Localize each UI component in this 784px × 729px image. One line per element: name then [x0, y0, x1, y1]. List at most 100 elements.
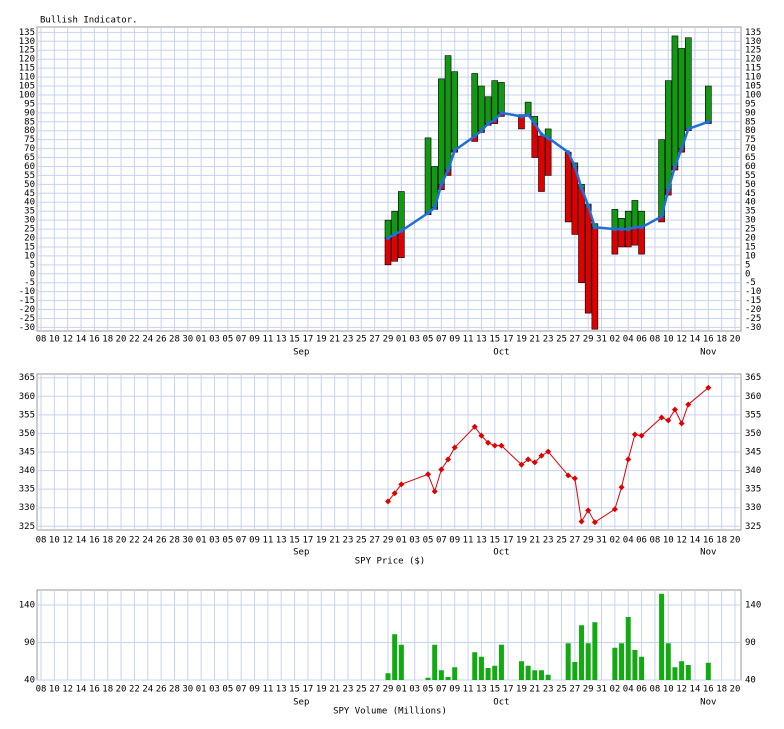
x-tick-label: 09	[249, 685, 260, 695]
y-tick-label: 345	[19, 448, 35, 458]
price-point	[678, 420, 685, 427]
y-tick-label: 20	[745, 234, 756, 244]
x-tick-label: 25	[356, 685, 367, 695]
x-tick-label: 06	[636, 335, 647, 345]
price-line	[387, 387, 709, 523]
indicator-point	[452, 148, 457, 153]
y-tick-label: 90	[24, 108, 35, 118]
x-tick-label: 07	[236, 335, 247, 345]
x-tick-label: 16	[703, 685, 714, 695]
y-tick-label: 50	[745, 180, 756, 190]
month-label: Sep	[293, 348, 309, 358]
x-tick-label: 23	[543, 335, 554, 345]
price-point	[471, 423, 478, 430]
month-label: Oct	[493, 548, 509, 558]
x-tick-label: 11	[262, 335, 273, 345]
up-bar	[444, 55, 452, 171]
x-tick-label: 13	[476, 685, 487, 695]
y-tick-label: -10	[19, 287, 35, 297]
x-tick-label: 19	[316, 685, 327, 695]
x-tick-label: 17	[503, 335, 514, 345]
x-tick-label: 21	[329, 536, 340, 546]
x-tick-label: 11	[463, 685, 474, 695]
x-tick-label: 27	[569, 685, 580, 695]
down-bar	[631, 226, 639, 246]
month-label: Oct	[493, 698, 509, 708]
x-tick-label: 26	[156, 335, 167, 345]
x-tick-label: 25	[556, 685, 567, 695]
x-tick-label: 24	[142, 685, 153, 695]
x-tick-label: 31	[596, 335, 607, 345]
x-tick-label: 03	[209, 536, 220, 546]
y-tick-label: 110	[745, 73, 761, 83]
x-tick-label: 27	[369, 536, 380, 546]
y-tick-label: 25	[745, 225, 756, 235]
x-tick-label: 21	[529, 536, 540, 546]
down-bar	[384, 237, 392, 266]
volume-bar	[385, 673, 391, 680]
x-axis-label: SPY Volume (Millions)	[333, 707, 447, 717]
y-tick-label: 55	[24, 171, 35, 181]
up-bar	[678, 48, 685, 149]
x-tick-label: 15	[289, 685, 300, 695]
chart-title: Bullish Indicator.	[40, 16, 138, 26]
x-tick-label: 15	[289, 536, 300, 546]
month-label: Oct	[493, 348, 509, 358]
x-tick-label: 10	[49, 335, 60, 345]
x-tick-label: 11	[463, 536, 474, 546]
y-tick-label: 95	[24, 99, 35, 109]
down-bar	[398, 230, 405, 258]
y-tick-label: 75	[24, 135, 35, 145]
x-tick-label: 18	[102, 536, 113, 546]
x-tick-label: 01	[396, 536, 407, 546]
y-tick-label: 85	[24, 117, 35, 127]
y-tick-label: 40	[745, 676, 756, 686]
volume-bar	[492, 665, 498, 680]
volume-bar	[438, 670, 444, 680]
x-tick-label: 25	[556, 335, 567, 345]
x-tick-label: 07	[436, 536, 447, 546]
x-tick-label: 17	[303, 536, 314, 546]
volume-bar	[485, 668, 491, 680]
indicator-point	[612, 227, 617, 232]
volume-bar	[679, 661, 685, 680]
x-tick-label: 29	[383, 536, 394, 546]
y-tick-label: 55	[745, 171, 756, 181]
y-tick-label: 130	[19, 37, 35, 47]
y-tick-label: 30	[24, 216, 35, 226]
x-tick-label: 08	[36, 536, 47, 546]
down-bar	[638, 226, 645, 255]
volume-bar	[478, 656, 484, 680]
y-tick-label: 5	[745, 260, 750, 270]
x-tick-label: 26	[156, 536, 167, 546]
price-point	[491, 442, 498, 449]
up-bar	[398, 191, 405, 232]
x-tick-label: 07	[236, 685, 247, 695]
x-tick-label: 20	[116, 536, 127, 546]
x-tick-label: 20	[116, 685, 127, 695]
x-tick-label: 26	[156, 685, 167, 695]
x-tick-label: 03	[409, 335, 420, 345]
indicator-point	[492, 117, 497, 122]
indicator-point	[632, 225, 637, 230]
down-bar	[584, 205, 592, 314]
x-tick-label: 12	[62, 536, 73, 546]
y-tick-label: 65	[745, 153, 756, 163]
y-tick-label: 355	[19, 410, 35, 420]
x-tick-label: 13	[476, 335, 487, 345]
y-tick-label: 340	[745, 466, 761, 476]
price-point	[665, 417, 672, 424]
x-tick-label: 04	[623, 685, 634, 695]
volume-bar	[518, 661, 524, 680]
y-tick-label: 125	[745, 46, 761, 56]
price-point	[518, 461, 525, 468]
volume-bar	[585, 643, 591, 680]
price-point	[611, 506, 618, 513]
x-tick-label: 09	[449, 536, 460, 546]
indicator-line	[387, 111, 709, 240]
volume-bar	[398, 644, 404, 680]
x-tick-label: 14	[76, 536, 87, 546]
price-point	[478, 432, 485, 439]
up-bar	[384, 219, 392, 239]
indicator-point	[532, 121, 537, 126]
